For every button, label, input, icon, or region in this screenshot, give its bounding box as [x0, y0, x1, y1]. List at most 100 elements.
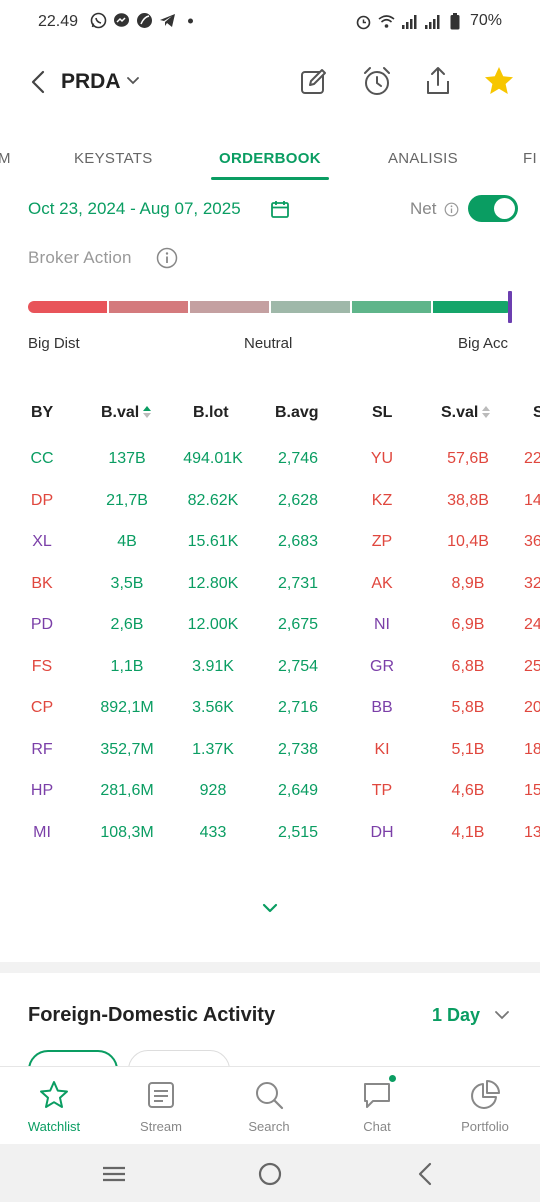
buy-lot: 82.62K: [187, 491, 239, 509]
back-icon[interactable]: [412, 1160, 440, 1188]
seller-code[interactable]: TP: [371, 782, 393, 799]
seller-code[interactable]: DH: [370, 823, 394, 841]
broker-action-gauge: [28, 301, 512, 313]
sell-value: 4,6B: [451, 782, 485, 799]
pie-chart-icon: [469, 1079, 501, 1111]
sell-lot: 25: [524, 657, 540, 675]
gauge-marker: [508, 291, 512, 323]
nav-watchlist[interactable]: Watchlist: [4, 1067, 104, 1145]
buyer-code[interactable]: BK: [31, 574, 53, 592]
header-sl[interactable]: SL: [372, 404, 393, 421]
sell-value: 6,9B: [451, 616, 485, 633]
seller-code[interactable]: AK: [371, 574, 393, 592]
buy-lot: 3.91K: [192, 657, 234, 675]
seller-code[interactable]: KZ: [371, 491, 393, 509]
info-icon[interactable]: [444, 202, 459, 217]
seller-code[interactable]: KI: [374, 740, 390, 758]
buyer-code[interactable]: DP: [30, 491, 54, 509]
buyer-code[interactable]: XL: [32, 533, 52, 550]
nav-search[interactable]: Search: [219, 1067, 319, 1145]
app-header: PRDA: [0, 56, 540, 108]
sell-lot: 36: [524, 533, 540, 550]
share-icon[interactable]: [421, 64, 455, 98]
buyer-code[interactable]: HP: [30, 782, 54, 799]
battery-icon: [447, 12, 464, 30]
seller-code[interactable]: GR: [370, 657, 394, 675]
net-toggle[interactable]: [468, 195, 518, 222]
header-bavg[interactable]: B.avg: [275, 404, 319, 421]
seller-code[interactable]: NI: [374, 616, 390, 633]
seller-code[interactable]: BB: [371, 699, 393, 716]
active-tab-indicator: [211, 177, 329, 180]
gauge-label-big-acc: Big Acc: [458, 335, 509, 352]
nav-stream[interactable]: Stream: [111, 1067, 211, 1145]
tab-overview[interactable]: M: [0, 150, 11, 167]
alarm-clock-icon[interactable]: [360, 64, 394, 98]
header-blot[interactable]: B.lot: [193, 404, 229, 421]
tab-analisis[interactable]: ANALISIS: [388, 150, 458, 167]
buy-avg: 2,515: [277, 823, 319, 841]
buy-value: 352,7M: [100, 740, 154, 758]
gauge-segment: [28, 301, 107, 313]
home-icon[interactable]: [256, 1160, 284, 1188]
stream-icon: [145, 1079, 177, 1111]
whatsapp-icon: [90, 12, 107, 29]
buy-value: 2,6B: [110, 616, 144, 633]
sell-lot: 14(: [524, 491, 540, 509]
sell-lot: 24: [524, 616, 540, 633]
nav-label: Stream: [140, 1119, 182, 1134]
chevron-down-icon[interactable]: [125, 72, 141, 88]
header-s[interactable]: S: [533, 404, 540, 421]
battery-percent: 70%: [469, 12, 502, 29]
edit-icon[interactable]: [297, 64, 331, 98]
buy-value: 108,3M: [100, 823, 154, 841]
sell-value: 5,8B: [451, 699, 485, 716]
sell-lot: 18: [524, 740, 540, 758]
buyer-code[interactable]: CP: [30, 699, 54, 716]
bottom-navigation: Watchlist Stream Search Chat Portfolio: [0, 1066, 540, 1144]
chevron-down-icon[interactable]: [493, 1007, 511, 1023]
date-range[interactable]: Oct 23, 2024 - Aug 07, 2025: [28, 199, 241, 218]
signal-2-icon: [424, 13, 441, 30]
buy-avg: 2,683: [277, 533, 319, 550]
sell-value: 10,4B: [447, 533, 489, 550]
buyer-code[interactable]: PD: [30, 616, 54, 633]
tab-financials[interactable]: FI: [523, 150, 537, 167]
buyer-code[interactable]: FS: [31, 657, 53, 675]
header-sval[interactable]: S.val: [441, 404, 491, 422]
sell-lot: 13: [524, 823, 540, 841]
status-right: 70%: [355, 12, 502, 30]
header-bval[interactable]: B.val: [101, 404, 152, 422]
tab-orderbook[interactable]: ORDERBOOK: [219, 150, 321, 167]
status-time: 22.49: [38, 13, 79, 30]
info-icon[interactable]: [156, 247, 178, 269]
buyer-code[interactable]: MI: [33, 823, 51, 841]
seller-code[interactable]: YU: [370, 450, 394, 467]
seller-code[interactable]: ZP: [371, 533, 393, 550]
nav-portfolio[interactable]: Portfolio: [435, 1067, 535, 1145]
star-icon[interactable]: [482, 64, 516, 98]
gauge-segment: [433, 301, 512, 313]
toggle-knob: [494, 198, 515, 219]
period-selector[interactable]: 1 Day: [432, 1005, 481, 1025]
nav-label: Search: [248, 1119, 290, 1134]
sell-value: 4,1B: [451, 823, 485, 841]
tab-keystats[interactable]: KEYSTATS: [74, 150, 153, 167]
foreign-domestic-title: Foreign-Domestic Activity: [28, 1004, 276, 1026]
buy-value: 281,6M: [100, 782, 154, 799]
nav-chat[interactable]: Chat: [327, 1067, 427, 1145]
calendar-icon[interactable]: [270, 199, 290, 219]
expand-chevron-icon[interactable]: [259, 900, 281, 918]
buy-value: 3,5B: [110, 574, 144, 592]
ticker-title[interactable]: PRDA: [61, 70, 121, 93]
buyer-code[interactable]: CC: [30, 450, 54, 467]
header-by[interactable]: BY: [31, 404, 54, 421]
section-divider: [0, 962, 540, 973]
buyer-code[interactable]: RF: [31, 740, 53, 758]
back-button[interactable]: [26, 66, 52, 98]
sort-icon: [482, 406, 491, 418]
recent-apps-icon[interactable]: [100, 1160, 128, 1188]
buy-lot: 12.00K: [187, 616, 239, 633]
buy-avg: 2,649: [277, 782, 319, 799]
buy-lot: 12.80K: [187, 574, 239, 592]
